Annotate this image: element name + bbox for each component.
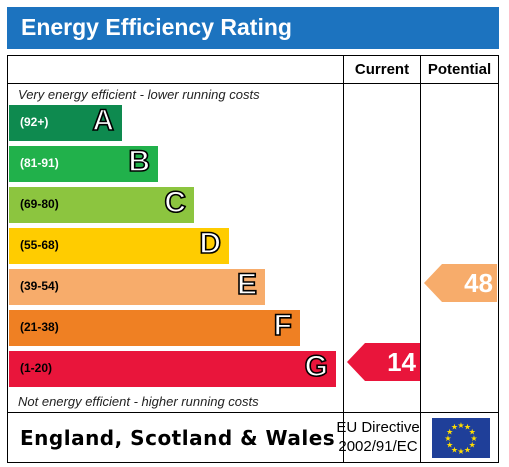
rating-band-e: (39-54) E <box>9 267 265 305</box>
star-icon: ★ <box>464 445 471 454</box>
directive-line-2: 2002/91/EC <box>338 438 418 455</box>
star-icon: ★ <box>469 428 476 437</box>
band-range: (21-38) <box>20 320 59 334</box>
star-icon: ★ <box>470 434 477 443</box>
band-letter: B <box>128 144 151 179</box>
star-icon: ★ <box>444 434 451 443</box>
rating-band-f: (21-38) F <box>9 308 300 346</box>
band-letter: G <box>304 349 329 384</box>
potential-rating-arrow: 48 <box>424 264 499 302</box>
efficient-caption: Very energy efficient - lower running co… <box>18 87 260 102</box>
column-divider <box>420 56 421 462</box>
star-icon: ★ <box>451 423 458 432</box>
band-letter: E <box>236 267 258 302</box>
eu-directive: EU Directive 2002/91/EC <box>328 418 428 456</box>
potential-column-header: Potential <box>427 61 492 78</box>
band-range: (69-80) <box>20 197 59 211</box>
band-range: (55-68) <box>20 238 59 252</box>
inefficient-caption: Not energy efficient - higher running co… <box>18 394 259 409</box>
band-letter: A <box>92 103 115 138</box>
current-rating-value: 14 <box>387 347 416 377</box>
star-icon: ★ <box>446 441 453 450</box>
current-rating-arrow: 14 <box>347 343 422 381</box>
rating-band-a: (92+) A <box>9 103 122 141</box>
band-letter: F <box>273 308 293 343</box>
rating-band-b: (81-91) B <box>9 144 158 182</box>
star-icon: ★ <box>457 421 464 430</box>
column-divider <box>343 56 344 462</box>
band-letter: D <box>199 226 222 261</box>
star-icon: ★ <box>451 445 458 454</box>
header-divider <box>8 83 498 84</box>
band-range: (92+) <box>20 115 49 129</box>
current-column-header: Current <box>354 61 410 78</box>
eu-flag-icon: ★ ★ ★ ★ ★ ★ ★ ★ ★ ★ ★ ★ <box>432 418 490 458</box>
rating-band-d: (55-68) D <box>9 226 229 264</box>
band-range: (1-20) <box>20 361 53 375</box>
band-range: (39-54) <box>20 279 59 293</box>
rating-band-g: (1-20) G <box>9 349 336 387</box>
page-title: Energy Efficiency Rating <box>21 14 292 40</box>
rating-table: Current Potential Very energy efficient … <box>7 55 499 463</box>
title-banner: Energy Efficiency Rating <box>7 7 499 49</box>
band-range: (81-91) <box>20 156 59 170</box>
star-icon: ★ <box>446 428 453 437</box>
directive-line-1: EU Directive <box>336 419 420 436</box>
rating-band-c: (69-80) C <box>9 185 194 223</box>
footer-divider <box>8 412 498 413</box>
region-label: England, Scotland & Wales <box>20 426 336 450</box>
star-icon: ★ <box>469 441 476 450</box>
star-icon: ★ <box>457 447 464 456</box>
potential-rating-value: 48 <box>464 268 493 298</box>
star-icon: ★ <box>464 423 471 432</box>
band-letter: C <box>164 185 187 220</box>
